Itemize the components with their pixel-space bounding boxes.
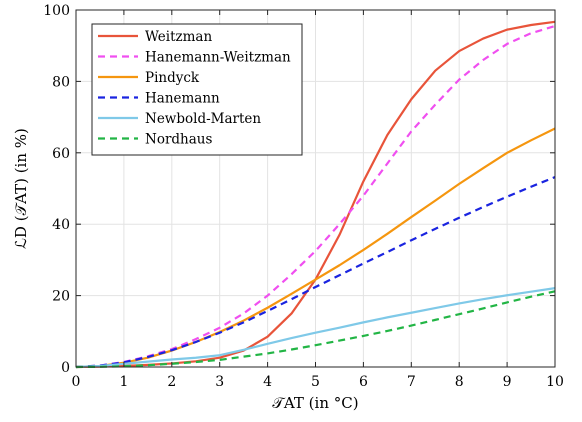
y-tick-label: 100 [43,3,70,19]
x-tick-label: 0 [72,374,81,390]
series-line-hanemann [75,176,556,369]
x-tick-label: 3 [215,374,224,390]
x-tick-label: 1 [119,374,128,390]
y-tick-label: 60 [52,146,70,162]
x-tick-label: 10 [546,374,564,390]
legend-label-newbold-marten: Newbold-Marten [145,111,261,127]
x-tick-label: 8 [455,374,464,390]
x-axis-label: 𝒯AT (in °C) [272,394,358,412]
legend-label-hanemann-weitzman: Hanemann-Weitzman [145,50,291,66]
x-tick-label: 9 [503,374,512,390]
legend: Weitzman Hanemann-Weitzman Pindyck Hanemann… [91,23,303,156]
y-tick-label: 80 [52,74,70,90]
legend-label-hanemann: Hanemann [145,91,220,107]
series-line-pindyck [75,127,556,369]
legend-box [91,23,303,156]
y-axis-label: ℒD (𝒯AT) (in %) [12,128,30,249]
legend-label-nordhaus: Nordhaus [145,132,212,148]
axis-ticks [75,9,556,368]
x-tick-label: 7 [407,374,416,390]
x-tick-label: 4 [263,374,272,390]
series-line-hanemann-weitzman [75,25,556,369]
legend-label-pindyck: Pindyck [145,70,200,86]
x-tick-label: 5 [311,374,320,390]
series-layer [75,20,556,369]
series-line-newbold-marten [75,287,556,369]
y-tick-label: 0 [61,360,70,376]
legend-label-weitzman: Weitzman [145,29,212,45]
x-tick-label: 2 [167,374,176,390]
y-tick-label: 40 [52,217,70,233]
y-tick-label: 20 [52,289,70,305]
series-line-nordhaus [75,290,556,369]
x-tick-label: 6 [359,374,368,390]
